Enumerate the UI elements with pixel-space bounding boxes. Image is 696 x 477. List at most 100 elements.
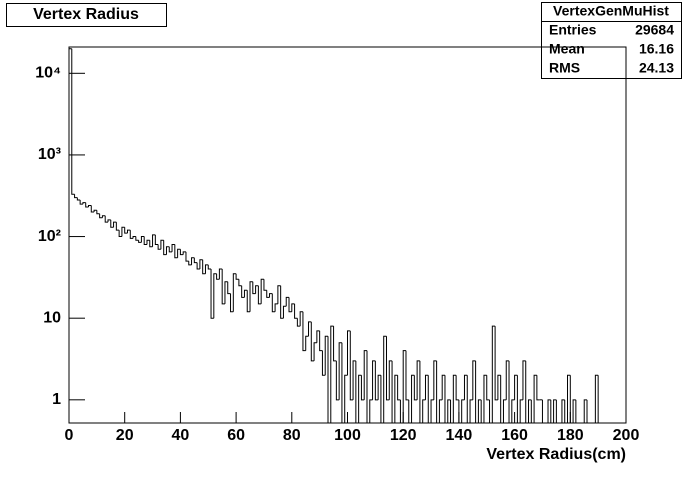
histogram-bin: [193, 257, 198, 264]
histogram-bin: [252, 281, 256, 295]
histogram-bin: [174, 244, 178, 259]
histogram-bin: [288, 297, 292, 313]
stats-value: 29684: [635, 22, 674, 38]
histogram-bin: [567, 374, 571, 423]
histogram-bin: [477, 399, 482, 423]
title-box: [6, 3, 167, 27]
histogram-bin: [246, 290, 251, 313]
histogram-bin: [196, 262, 200, 270]
stats-title: VertexGenMuHist: [553, 3, 669, 19]
y-tick-label: 10²: [38, 228, 61, 245]
histogram-bin: [321, 350, 326, 376]
histogram-bin: [115, 222, 120, 231]
histogram-bin: [433, 360, 437, 400]
histogram-bin: [182, 251, 186, 255]
histogram-bin: [202, 259, 206, 275]
histogram-bin: [514, 374, 518, 400]
histogram-bin: [360, 375, 365, 401]
histogram-bin: [394, 374, 398, 423]
histogram-bin: [118, 230, 122, 238]
x-tick-label: 20: [116, 427, 134, 444]
histogram-bin: [363, 350, 367, 400]
histogram-bin: [140, 236, 145, 243]
x-tick-label: 140: [446, 427, 473, 444]
histogram-bin: [377, 374, 381, 400]
histogram-bin: [277, 285, 281, 304]
histogram-bin: [299, 311, 303, 327]
histogram-bin: [74, 194, 78, 199]
histogram-bin: [213, 273, 217, 319]
histogram-bin: [168, 246, 173, 253]
x-tick-label: 180: [557, 427, 584, 444]
histogram-bin: [235, 273, 239, 280]
histogram-bin: [528, 399, 532, 423]
stats-box: [541, 2, 682, 79]
histogram-bin: [165, 246, 170, 255]
stats-value: 24.13: [639, 60, 674, 76]
histogram-bin: [199, 259, 203, 270]
histogram-bin: [572, 399, 576, 423]
stats-label: Entries: [549, 22, 597, 38]
x-tick-label: 80: [283, 427, 301, 444]
histogram-bin: [260, 278, 264, 304]
histogram-bin: [374, 360, 379, 401]
histogram-bin: [352, 360, 356, 400]
histogram-bin: [90, 205, 95, 213]
histogram-bin: [511, 399, 515, 423]
histogram-bin: [146, 239, 150, 245]
histogram-bin: [87, 205, 92, 208]
x-tick-label: 60: [227, 427, 245, 444]
histogram-bin: [149, 240, 153, 248]
x-tick-label: 120: [390, 427, 417, 444]
histogram-bin: [469, 399, 473, 423]
histogram-bin: [82, 202, 86, 205]
x-axis-label: Vertex Radius(cm): [486, 446, 626, 463]
histogram-bin: [330, 325, 334, 423]
histogram-bin: [191, 257, 195, 265]
histogram-bin: [452, 374, 457, 423]
histogram-bin: [101, 215, 106, 218]
histogram-bin: [135, 236, 139, 241]
histogram-bin: [210, 269, 214, 319]
histogram-bin: [472, 360, 476, 400]
histogram-bin: [333, 326, 337, 362]
chart-title: Vertex Radius: [33, 6, 139, 23]
histogram-bin: [519, 399, 523, 423]
histogram-bin: [160, 239, 164, 250]
x-tick-label: 0: [65, 427, 74, 444]
histogram-bin: [441, 374, 445, 400]
x-tick-label: 100: [334, 427, 361, 444]
histogram-bin: [461, 399, 465, 423]
x-tick-label: 40: [172, 427, 190, 444]
histogram-bin: [232, 273, 237, 312]
histogram-bin: [121, 226, 125, 237]
histogram-bin: [383, 335, 387, 423]
histogram-bin: [263, 279, 267, 291]
histogram-bin: [319, 330, 323, 352]
histogram-bin: [185, 251, 189, 262]
histogram-bin: [241, 285, 245, 298]
histogram-bin: [553, 399, 557, 423]
histogram-bin: [143, 236, 147, 245]
histogram-bin: [257, 285, 262, 305]
histogram-bin: [522, 360, 526, 400]
y-tick-label: 10³: [38, 146, 61, 163]
histogram-bin: [313, 342, 317, 361]
histogram-bin: [583, 399, 588, 423]
histogram-bin: [221, 269, 225, 305]
histogram-bin: [110, 219, 114, 228]
histogram-bin: [405, 350, 409, 401]
histogram-bin: [344, 374, 348, 423]
histogram-bin: [177, 248, 181, 258]
histogram-bin: [93, 209, 97, 212]
histogram-bin: [129, 230, 134, 239]
histogram-bin: [224, 281, 228, 304]
histogram-bin: [243, 289, 248, 298]
histogram-bin: [291, 303, 295, 312]
histogram-bin: [349, 330, 354, 401]
histogram-bin: [152, 234, 156, 247]
histogram-bin: [486, 375, 490, 401]
y-tick-label: 10⁴: [35, 65, 61, 82]
histogram-bin: [416, 360, 420, 400]
